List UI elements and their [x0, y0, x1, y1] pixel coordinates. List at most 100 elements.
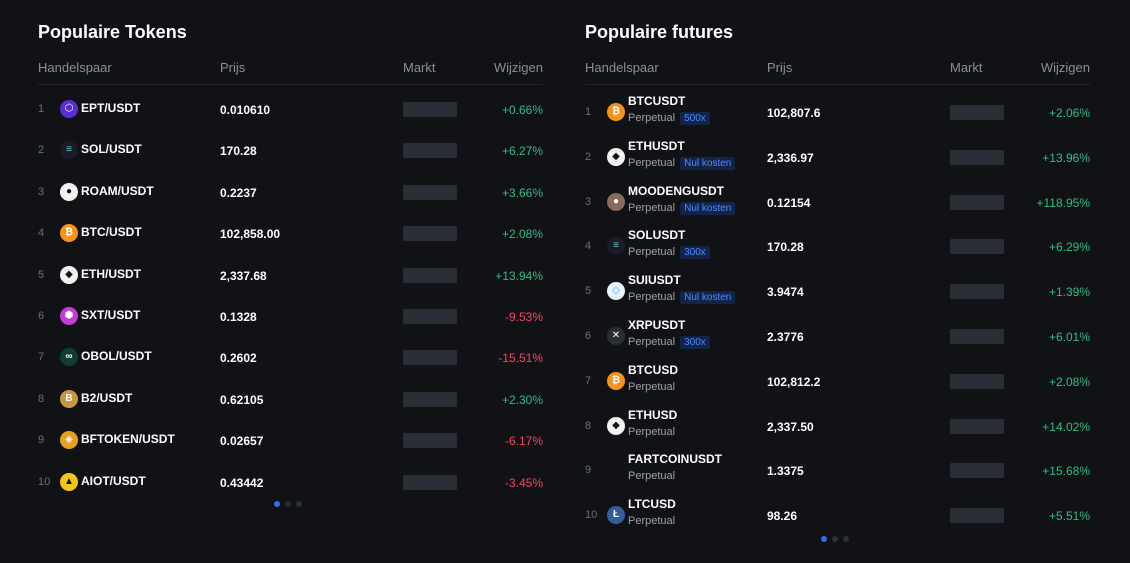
futures-row[interactable]: 9 FARTCOINUSDT Perpetual 1.3375 +15.68%: [585, 452, 1090, 488]
row-rank: 10: [38, 475, 51, 488]
row-rank: 3: [38, 185, 45, 198]
futures-table-header: Handelspaar Prijs Markt Wijzigen: [585, 59, 1090, 85]
futures-row[interactable]: 6 ✕ XRPUSDT Perpetual 300x 2.3776 +6.01%: [585, 318, 1090, 354]
pair-name[interactable]: ETH/USDT: [81, 266, 141, 281]
pair-name[interactable]: SXT/USDT: [81, 308, 141, 322]
sui-coin-icon: ◇: [607, 282, 625, 301]
token-row[interactable]: 3 ● ROAM/USDT 0.2237 +3.66%: [38, 182, 543, 203]
row-rank: 9: [585, 464, 592, 477]
change-percent: +14.02%: [1042, 419, 1090, 434]
pair-name[interactable]: ROAM/USDT: [81, 183, 154, 198]
row-rank: 5: [38, 268, 45, 281]
pair-name[interactable]: B2/USDT: [81, 390, 133, 405]
contract-type-label: Perpetual: [628, 425, 676, 438]
contract-name[interactable]: LTCUSD: [628, 497, 676, 512]
token-row[interactable]: 9 ◈ BFTOKEN/USDT 0.02657 -6.17%: [38, 431, 543, 451]
contract-name[interactable]: BTCUSD: [628, 362, 678, 377]
tokens-table-header: Handelspaar Prijs Markt Wijzigen: [38, 59, 543, 85]
header-market: Markt: [403, 60, 436, 75]
market-sparkline: [950, 373, 1004, 389]
last-price: 102,812.2: [767, 374, 821, 389]
pagination-dot[interactable]: [274, 501, 280, 507]
futures-row[interactable]: 2 ◆ ETHUSDT Perpetual Nul kosten 2,336.97 +13.…: [585, 139, 1090, 175]
pagination-dot[interactable]: [843, 536, 849, 542]
token-row[interactable]: 5 ◆ ETH/USDT 2,337.68 +13.94%: [38, 265, 543, 286]
last-price: 0.02657: [220, 434, 264, 449]
pair-name[interactable]: OBOL/USDT: [81, 349, 152, 364]
sol-coin-icon: ≡: [607, 237, 625, 256]
market-sparkline: [403, 433, 457, 449]
contract-name[interactable]: SUIUSDT: [628, 273, 681, 288]
contract-type: Perpetual Nul kosten: [628, 201, 736, 215]
contract-type: Perpetual: [628, 470, 675, 482]
last-price: 102,858.00: [220, 227, 281, 242]
row-rank: 2: [38, 144, 45, 157]
change-percent: +2.30%: [501, 392, 543, 407]
pair-name[interactable]: AIOT/USDT: [81, 473, 146, 488]
change-percent: +6.29%: [1048, 240, 1090, 255]
change-percent: +118.95%: [1036, 195, 1091, 210]
market-sparkline: [950, 149, 1004, 165]
pair-name[interactable]: BFTOKEN/USDT: [81, 432, 175, 447]
row-rank: 4: [38, 227, 45, 240]
last-price: 1.3375: [767, 464, 804, 479]
futures-row[interactable]: 7 ₿ BTCUSD Perpetual 102,812.2 +2.08%: [585, 363, 1090, 399]
contract-type: Perpetual 300x: [628, 246, 710, 260]
popular-futures-title: Populaire futures: [585, 22, 734, 42]
token-row[interactable]: 10 ▲ AIOT/USDT 0.43442 -3.45%: [38, 472, 543, 493]
row-rank: 1: [585, 106, 592, 118]
token-row[interactable]: 6 ⬢ SXT/USDT 0.1328 -9.53%: [38, 307, 543, 327]
pair-name[interactable]: EPT/USDT: [81, 101, 141, 115]
contract-name[interactable]: MOODENGUSDT: [628, 183, 724, 198]
row-rank: 5: [585, 285, 592, 298]
token-row[interactable]: 2 ≡ SOL/USDT 170.28 +6.27%: [38, 141, 543, 161]
moodeng-coin-icon: ●: [607, 192, 625, 211]
market-sparkline: [950, 284, 1004, 300]
contract-type-label: Perpetual: [628, 112, 676, 124]
token-row[interactable]: 1 ⬡ EPT/USDT 0.010610 +0.66%: [38, 100, 543, 120]
token-row[interactable]: 4 ₿ BTC/USDT 102,858.00 +2.08%: [38, 224, 543, 244]
contract-type: Perpetual 300x: [628, 336, 710, 349]
pair-name[interactable]: SOL/USDT: [81, 142, 142, 157]
futures-row[interactable]: 4 ≡ SOLUSDT Perpetual 300x 170.28 +6.29%: [585, 228, 1090, 264]
roam-coin-icon: ●: [60, 182, 78, 201]
contract-name[interactable]: BTCUSDT: [628, 94, 686, 108]
market-sparkline: [950, 463, 1004, 479]
contract-name[interactable]: XRPUSDT: [628, 318, 686, 332]
header-pair: Handelspaar: [38, 60, 112, 75]
contract-tag-badge: 300x: [680, 246, 710, 260]
last-price: 0.12154: [767, 195, 811, 210]
change-percent: -9.53%: [504, 310, 543, 324]
btc-coin-icon: ₿: [607, 371, 625, 390]
token-row[interactable]: 8 B B2/USDT 0.62105 +2.30%: [38, 389, 543, 410]
last-price: 0.2237: [220, 185, 257, 200]
pair-name[interactable]: BTC/USDT: [81, 225, 142, 240]
bftoken-coin-icon: ◈: [60, 431, 78, 450]
futures-row[interactable]: 5 ◇ SUIUSDT Perpetual Nul kosten 3.9474 +1.39%: [585, 273, 1090, 309]
contract-name[interactable]: SOLUSDT: [628, 228, 686, 243]
contract-type-label: Perpetual: [628, 201, 676, 214]
contract-type-label: Perpetual: [628, 336, 676, 348]
contract-name[interactable]: ETHUSD: [628, 407, 678, 422]
futures-row[interactable]: 8 ◆ ETHUSD Perpetual 2,337.50 +14.02%: [585, 408, 1090, 444]
futures-row[interactable]: 10 Ł LTCUSD Perpetual 98.26 +5.51%: [585, 497, 1090, 533]
futures-row[interactable]: 1 ₿ BTCUSDT Perpetual 500x 102,807.6 +2.06%: [585, 94, 1090, 130]
change-percent: +15.68%: [1042, 464, 1090, 479]
pagination-dot[interactable]: [832, 536, 838, 542]
change-percent: -3.45%: [504, 475, 543, 490]
futures-row[interactable]: 3 ● MOODENGUSDT Perpetual Nul kosten 0.12154 +…: [585, 184, 1090, 220]
pagination-dot[interactable]: [821, 536, 827, 542]
pagination-dot[interactable]: [285, 501, 291, 507]
aiot-coin-icon: ▲: [60, 472, 78, 491]
header-change: Wijzigen: [493, 60, 543, 75]
row-rank: 7: [585, 374, 592, 387]
contract-tag-badge: 300x: [680, 336, 710, 349]
contract-name[interactable]: ETHUSDT: [628, 138, 685, 153]
pagination-dot[interactable]: [296, 501, 302, 507]
contract-type-label: Perpetual: [628, 515, 676, 528]
contract-name[interactable]: FARTCOINUSDT: [628, 452, 722, 467]
change-percent: -6.17%: [504, 434, 543, 449]
tokens-pagination: [274, 501, 302, 507]
fartcoin-coin-icon: [607, 461, 625, 480]
token-row[interactable]: 7 ∞ OBOL/USDT 0.2602 -15.51%: [38, 348, 543, 368]
